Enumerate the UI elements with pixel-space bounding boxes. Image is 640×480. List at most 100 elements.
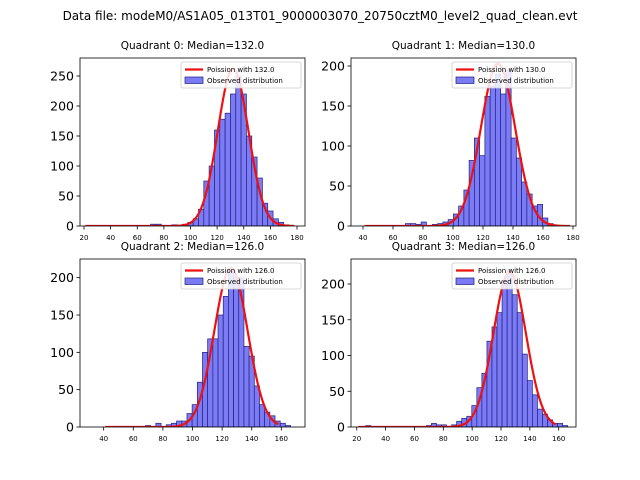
x-tick-label: 120	[210, 234, 223, 242]
x-tick-label: 40	[106, 234, 115, 242]
chart-axes-frame-1	[350, 57, 577, 227]
legend-line-label: Poission with 126.0	[478, 267, 546, 275]
x-tick-label: 100	[186, 435, 199, 443]
x-tick-label: 80	[158, 435, 167, 443]
x-tick-label: 100	[184, 234, 197, 242]
histogram-bar	[510, 137, 517, 226]
legend-bar-label: Observed distribution	[207, 278, 283, 286]
histogram-bar	[521, 353, 528, 427]
x-tick-label: 40	[99, 435, 108, 443]
panels-group: Quadrant 0: Median=132.0 20 40 60 80 100 120 14…	[50, 40, 580, 443]
legend-bar-swatch	[455, 277, 475, 285]
x-tick-label: 160	[275, 435, 288, 443]
legend-frame	[451, 262, 573, 290]
y-tick-label: 150	[50, 129, 74, 144]
y-tick-label: 250	[50, 69, 74, 84]
poisson-curve	[358, 270, 557, 427]
y-tick-label: 0	[66, 420, 74, 435]
x-tick-label: 160	[552, 435, 565, 443]
chart-legend-1: Poission with 130.0 Observed distribution	[451, 61, 573, 89]
y-tick-label: 0	[66, 219, 74, 234]
x-tick-label: 100	[465, 435, 478, 443]
x-tick-label: 120	[215, 435, 228, 443]
x-tick-label: 180	[566, 234, 579, 242]
x-tick-label: 60	[129, 435, 138, 443]
histogram-bar	[537, 408, 543, 427]
histogram-bar	[500, 93, 507, 226]
poisson-curve	[364, 62, 571, 226]
legend-frame	[180, 262, 302, 290]
histogram-bar	[259, 404, 266, 427]
x-tick-label: 160	[264, 234, 277, 242]
x-tick-label: 20	[352, 435, 361, 443]
x-tick-label: 100	[446, 234, 459, 242]
y-tick-label: 100	[50, 159, 74, 174]
chart-axes-frame-3	[350, 258, 577, 428]
x-tick-label: 40	[381, 435, 390, 443]
histogram-bar	[230, 93, 237, 226]
chart-legend-3: Poission with 126.0 Observed distribution	[451, 262, 573, 290]
histogram-bar	[516, 157, 522, 226]
x-tick-label: 80	[159, 234, 168, 242]
y-tick-label: 150	[50, 308, 74, 323]
histogram-bar	[285, 425, 291, 427]
histogram-bar	[496, 312, 503, 427]
chart-plot-area-0	[85, 67, 295, 226]
chart-plot-area-2	[105, 266, 291, 427]
histogram-bar	[217, 314, 224, 427]
histogram-bar	[532, 394, 538, 427]
histogram-bar	[253, 385, 260, 427]
y-tick-label: 200	[321, 59, 345, 74]
chart-panel-3: Quadrant 3: Median=126.0 20 40 60 80 100 120 14…	[321, 241, 577, 443]
histogram-bar	[235, 75, 242, 226]
y-tick-label: 100	[321, 348, 345, 363]
x-tick-label: 40	[359, 234, 368, 242]
x-tick-label: 60	[410, 435, 419, 443]
histogram-bar	[233, 277, 240, 427]
legend-bar-label: Observed distribution	[207, 77, 283, 85]
x-tick-label: 80	[419, 234, 428, 242]
y-tick-label: 150	[321, 312, 345, 327]
histogram-bar	[420, 221, 427, 226]
chart-plot-area-1	[364, 62, 571, 226]
y-tick-label: 200	[321, 277, 345, 292]
legend-line-label: Poission with 126.0	[207, 267, 275, 275]
histogram-bar	[224, 112, 231, 226]
histogram-bar	[243, 346, 250, 427]
chart-panel-0: Quadrant 0: Median=132.0 20 40 60 80 100 120 14…	[50, 40, 306, 242]
legend-bar-swatch	[184, 76, 204, 84]
x-tick-label: 80	[439, 435, 448, 443]
x-tick-label: 140	[523, 435, 536, 443]
x-tick-label: 120	[476, 234, 489, 242]
histogram-bar	[222, 295, 229, 427]
histogram-bar	[279, 422, 286, 427]
y-tick-label: 0	[337, 420, 345, 435]
chart-panel-2: Quadrant 2: Median=126.0 40 60 80 100 120 140 1…	[50, 241, 306, 443]
legend-frame	[180, 61, 302, 89]
figure-title: Data file: modeM0/AS1A05_013T01_90000030…	[63, 9, 578, 23]
histogram-bar	[506, 269, 513, 427]
histogram-bar	[557, 423, 564, 427]
chart-title-1: Quadrant 1: Median=130.0	[392, 40, 535, 52]
histogram-bar	[521, 181, 528, 226]
y-tick-label: 100	[321, 139, 345, 154]
legend-frame	[451, 61, 573, 89]
histogram-bar	[511, 294, 518, 427]
legend-bar-label: Observed distribution	[478, 77, 554, 85]
chart-title-2: Quadrant 2: Median=126.0	[121, 241, 264, 253]
x-tick-label: 180	[290, 234, 303, 242]
legend-bar-swatch	[184, 277, 204, 285]
y-tick-label: 200	[50, 99, 74, 114]
histogram-bar	[212, 338, 219, 427]
histogram-bar	[495, 73, 501, 226]
x-tick-label: 140	[245, 435, 258, 443]
histogram-bar	[489, 85, 496, 226]
legend-line-label: Poission with 132.0	[207, 66, 275, 74]
histogram-bar	[219, 118, 226, 226]
histogram-bar	[228, 269, 234, 427]
y-tick-label: 150	[321, 99, 345, 114]
x-tick-label: 60	[389, 234, 398, 242]
histogram-bar	[479, 155, 486, 226]
legend-bar-label: Observed distribution	[478, 278, 554, 286]
